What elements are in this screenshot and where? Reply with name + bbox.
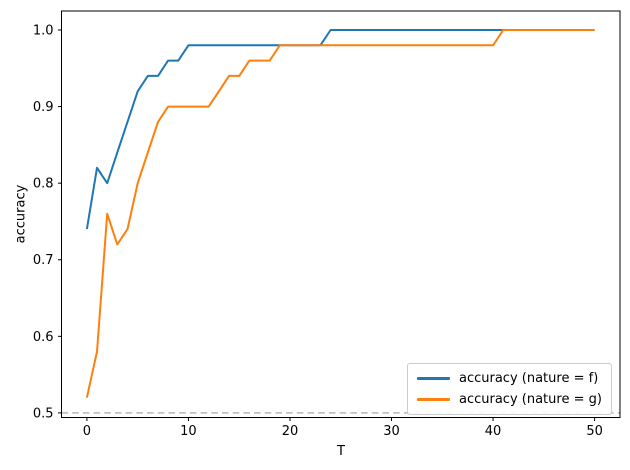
x-tick-label: 10 [180, 424, 197, 439]
x-axis-label: T [337, 444, 345, 459]
plot-border [61, 10, 621, 418]
x-tick-label: 0 [83, 424, 91, 439]
x-tick-label: 20 [282, 424, 299, 439]
legend: accuracy (nature = f) accuracy (nature =… [407, 363, 612, 415]
y-tick-label: 0.5 [33, 406, 54, 421]
series-line-1 [85, 29, 595, 398]
x-tick-label: 40 [485, 424, 502, 439]
y-tick-label: 0.7 [33, 253, 54, 268]
x-tick-label: 30 [383, 424, 400, 439]
y-tick-label: 0.6 [33, 330, 54, 345]
legend-label-f: accuracy (nature = f) [459, 371, 599, 386]
y-tick-label: 0.9 [33, 100, 54, 115]
y-tick-label: 0.8 [33, 177, 54, 192]
legend-item-nature-g: accuracy (nature = g) [417, 389, 602, 410]
series-line-0 [85, 29, 595, 230]
y-tick-label: 1.0 [33, 23, 54, 38]
legend-line-swatch-f [417, 377, 450, 380]
legend-line-swatch-g [417, 398, 450, 401]
y-axis-label: accuracy [13, 184, 29, 244]
legend-label-g: accuracy (nature = g) [459, 392, 602, 407]
x-tick-label: 50 [586, 424, 603, 439]
legend-item-nature-f: accuracy (nature = f) [417, 368, 602, 389]
